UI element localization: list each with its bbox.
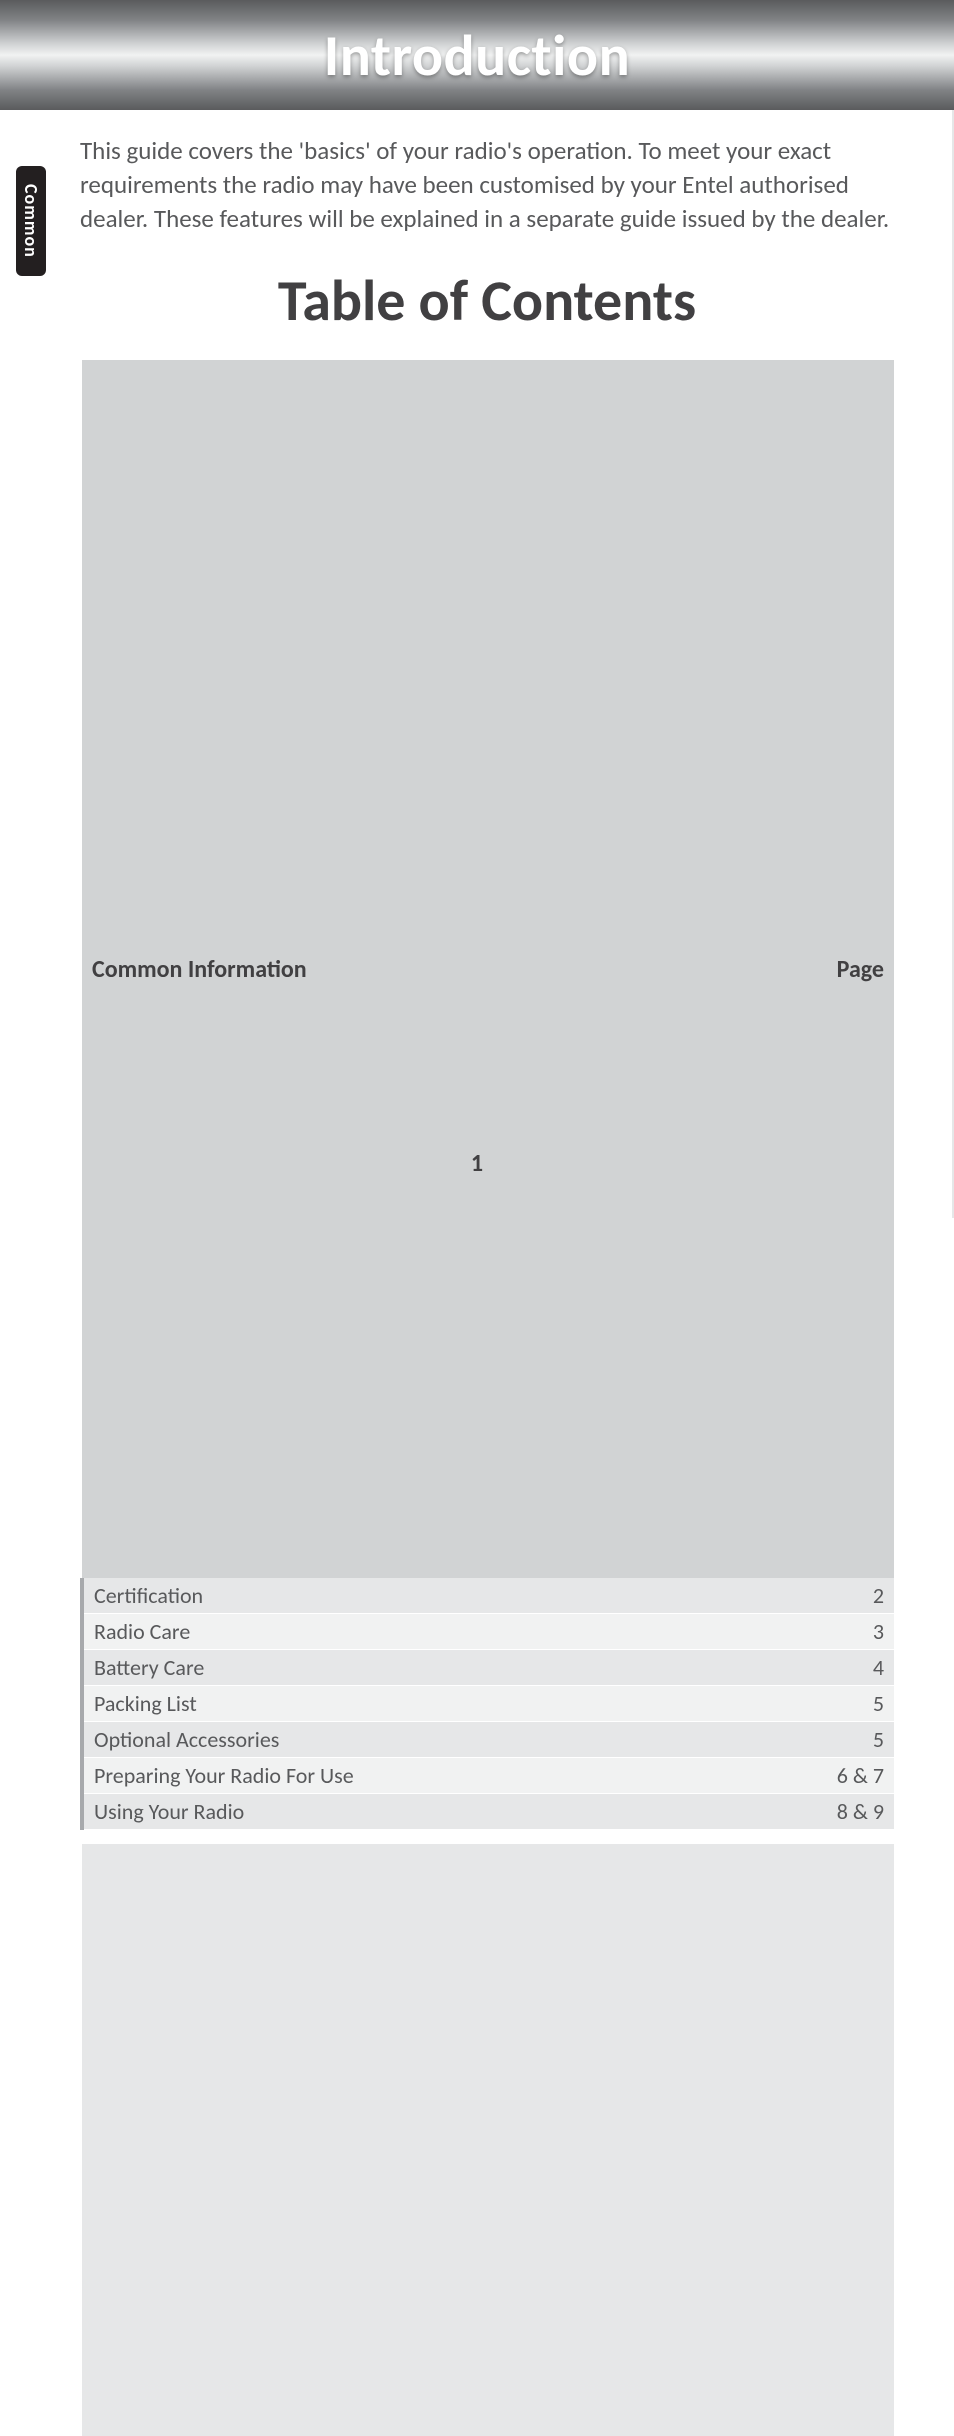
toc-row: Battery Care4	[82, 1650, 894, 1686]
toc-section-title: HT952	[82, 1844, 774, 2436]
toc-page-label: Page	[774, 360, 894, 1578]
toc-row-label: Battery Care	[82, 1650, 774, 1686]
side-tab-common: Common	[16, 166, 46, 276]
toc-row-label: Using Your Radio	[82, 1794, 774, 1830]
toc-row: Packing List5	[82, 1686, 894, 1722]
toc-page-label	[774, 1844, 894, 2436]
toc-heading: Table of Contents	[80, 265, 894, 336]
toc-row-label: Optional Accessories	[82, 1722, 774, 1758]
toc-row-label: Preparing Your Radio For Use	[82, 1758, 774, 1794]
page-content: This guide covers the 'basics' of your r…	[0, 110, 954, 2436]
toc-row-page: 5	[774, 1722, 894, 1758]
page-number: 1	[0, 1149, 954, 1178]
toc-section-title: Common Information	[82, 360, 774, 1578]
toc-row-page: 8 & 9	[774, 1794, 894, 1830]
toc-table: Common InformationPageCertification2Radi…	[80, 360, 894, 2436]
toc-row: Radio Care3	[82, 1614, 894, 1650]
toc-row: Using Your Radio8 & 9	[82, 1794, 894, 1830]
toc-row-label: Certification	[82, 1578, 774, 1614]
toc-section-header: Common InformationPage	[82, 360, 894, 1578]
toc-row: Optional Accessories5	[82, 1722, 894, 1758]
toc-row-label: Packing List	[82, 1686, 774, 1722]
toc-row: Certification2	[82, 1578, 894, 1614]
toc-row: Preparing Your Radio For Use6 & 7	[82, 1758, 894, 1794]
side-tab-label: Common	[20, 184, 42, 258]
intro-paragraph: This guide covers the 'basics' of your r…	[80, 134, 894, 235]
toc-row-page: 6 & 7	[774, 1758, 894, 1794]
banner-title: Introduction	[324, 20, 630, 91]
toc-row-label: Radio Care	[82, 1614, 774, 1650]
toc-row-page: 3	[774, 1614, 894, 1650]
section-banner: Introduction	[0, 0, 954, 110]
toc-row-page: 2	[774, 1578, 894, 1614]
toc-row-page: 4	[774, 1650, 894, 1686]
toc-section-header: HT952	[82, 1844, 894, 2436]
toc-row-page: 5	[774, 1686, 894, 1722]
page-root: Introduction Common This guide covers th…	[0, 0, 954, 1218]
